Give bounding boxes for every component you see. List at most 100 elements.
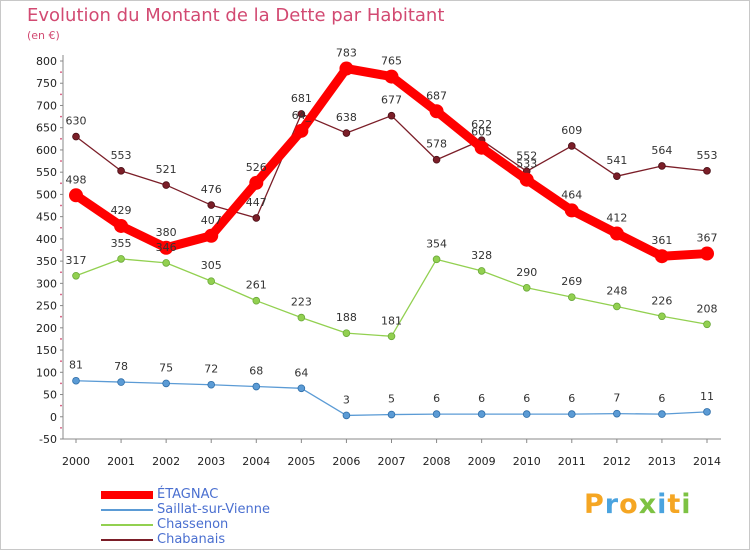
series-point-0 <box>609 226 624 241</box>
y-tick-label: 100 <box>36 366 57 379</box>
data-label-2: 328 <box>471 249 492 262</box>
series-point-0 <box>654 249 669 264</box>
series-point-1 <box>613 409 621 418</box>
data-label-3: 553 <box>111 149 132 162</box>
data-label-0: 765 <box>381 55 402 68</box>
series-point-3 <box>162 181 170 189</box>
x-tick-label: 2008 <box>423 455 451 468</box>
series-point-1 <box>252 382 261 391</box>
series-point-1 <box>522 410 531 418</box>
data-label-0: 605 <box>471 126 492 139</box>
y-minor-tick <box>60 338 62 340</box>
data-label-2: 223 <box>291 296 312 309</box>
series-point-3 <box>207 201 216 209</box>
series-point-3 <box>297 110 306 118</box>
data-label-3: 553 <box>697 149 718 162</box>
data-label-3: 677 <box>381 94 402 107</box>
series-point-0 <box>204 228 219 243</box>
logo-letter: t <box>667 489 682 520</box>
series-point-2 <box>522 283 531 292</box>
data-label-2: 226 <box>651 294 672 307</box>
data-label-1: 75 <box>159 361 173 374</box>
data-label-0: 412 <box>606 212 627 225</box>
y-tick-label: 200 <box>36 322 57 335</box>
series-point-2 <box>117 255 125 263</box>
x-tick-label: 2002 <box>152 455 180 468</box>
y-minor-tick <box>60 204 62 207</box>
x-tick-label: 2014 <box>693 455 721 468</box>
y-minor-tick <box>60 182 62 185</box>
y-tick-label: 750 <box>36 77 57 90</box>
legend-swatch <box>101 539 153 541</box>
series-point-1 <box>387 410 396 419</box>
data-label-2: 208 <box>697 302 718 315</box>
series-point-3 <box>342 129 351 137</box>
y-minor-tick <box>60 426 62 429</box>
chart-title: Evolution du Montant de la Dette par Hab… <box>27 5 445 26</box>
legend-swatch <box>101 491 153 499</box>
y-tick-label: 500 <box>36 188 57 201</box>
y-minor-tick <box>60 93 62 96</box>
y-tick-label: 250 <box>36 300 57 313</box>
series-point-2 <box>703 320 711 329</box>
series-point-2 <box>342 329 351 337</box>
data-label-1: 6 <box>658 392 665 405</box>
data-label-2: 248 <box>606 284 627 297</box>
y-tick-label: 600 <box>36 144 57 157</box>
series-point-1 <box>207 380 216 389</box>
y-minor-tick <box>60 293 62 296</box>
data-label-1: 64 <box>294 366 308 379</box>
data-label-2: 305 <box>201 259 222 272</box>
x-tick-label: 2007 <box>378 455 406 468</box>
logo-letter: o <box>619 489 639 520</box>
x-tick-label: 2005 <box>287 455 315 468</box>
series-point-3 <box>658 162 666 170</box>
series-point-3 <box>613 172 621 180</box>
series-point-2 <box>252 296 261 305</box>
legend-swatch <box>101 524 153 526</box>
data-label-0: 380 <box>156 226 177 239</box>
data-label-0: 533 <box>516 158 537 171</box>
series-point-2 <box>387 332 396 341</box>
x-tick-label: 2012 <box>603 455 631 468</box>
x-tick-label: 2004 <box>242 455 270 468</box>
legend-label: Chassenon <box>157 517 229 532</box>
data-label-0: 687 <box>426 89 447 102</box>
series-point-3 <box>432 155 441 164</box>
series-point-3 <box>252 214 261 222</box>
y-tick-label: 800 <box>36 55 57 68</box>
data-label-3: 476 <box>201 183 222 196</box>
series-point-0 <box>700 246 714 261</box>
data-label-2: 317 <box>66 254 87 267</box>
series-point-2 <box>567 293 576 301</box>
data-label-3: 552 <box>516 149 537 162</box>
x-tick-label: 2011 <box>558 455 586 468</box>
series-point-2 <box>207 277 216 285</box>
series-point-3 <box>387 111 396 120</box>
data-label-3: 622 <box>471 118 492 131</box>
legend-label: Chabanais <box>157 532 226 547</box>
y-minor-tick <box>60 404 62 407</box>
y-tick-label: 450 <box>36 211 57 224</box>
series-point-1 <box>658 410 666 418</box>
y-minor-tick <box>60 137 62 140</box>
logo-letter: r <box>604 489 620 520</box>
data-label-2: 290 <box>516 266 537 279</box>
data-label-0: 361 <box>651 234 672 247</box>
series-point-0 <box>159 240 174 255</box>
data-label-2: 269 <box>561 275 582 288</box>
legend-label: ÉTAGNAC <box>157 487 219 502</box>
data-label-1: 3 <box>343 393 350 406</box>
data-label-1: 81 <box>69 359 83 372</box>
series-point-0 <box>69 188 83 203</box>
series-point-1 <box>703 408 711 416</box>
series-point-3 <box>703 167 711 175</box>
series-point-0 <box>249 175 264 190</box>
data-label-3: 609 <box>561 124 582 137</box>
logo-letter: x <box>638 489 658 520</box>
x-tick-label: 2003 <box>197 455 225 468</box>
y-minor-tick <box>60 160 62 162</box>
logo-letter: i <box>657 489 668 520</box>
x-tick-label: 2009 <box>468 455 496 468</box>
